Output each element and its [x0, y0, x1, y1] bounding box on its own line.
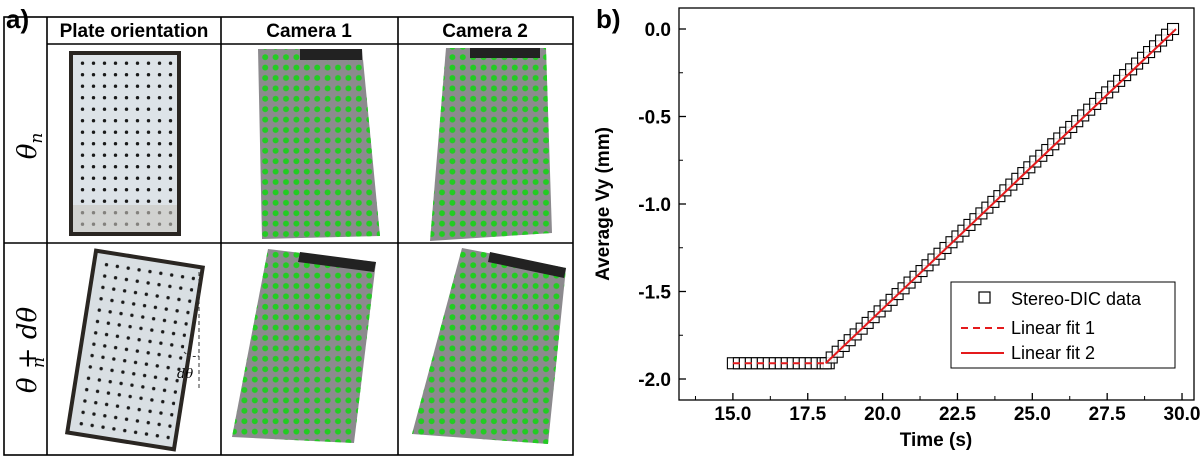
dtheta-annotation: dθ [177, 272, 200, 388]
y-axis-label: Average Vy (mm) [593, 127, 614, 281]
x-tick-label: 17.5 [789, 404, 826, 425]
y-tick-label: 0.0 [645, 20, 671, 41]
x-tick-label: 22.5 [939, 404, 976, 425]
row-label-theta-n: θn [13, 133, 47, 160]
y-tick-label: -2.0 [638, 370, 671, 391]
camera1-image-row2 [232, 249, 376, 443]
plate-photo-row2 [64, 248, 206, 452]
header-camera-1: Camera 1 [266, 21, 352, 42]
data-point [1166, 22, 1180, 36]
legend-marker-stereo-dic [978, 291, 991, 304]
x-tick-label: 20.0 [864, 404, 901, 425]
x-tick-label: 15.0 [714, 404, 751, 425]
fit-line-2 [825, 28, 1177, 364]
row-label-theta-n-plus-dtheta: θ + dθ n [13, 307, 49, 394]
y-tick-label: -0.5 [638, 108, 671, 129]
header-camera-2: Camera 2 [442, 21, 528, 42]
panel-a-label: a) [6, 4, 30, 34]
row-label-theta-dtheta-sub: n [29, 357, 49, 368]
row-label-theta-sub: n [27, 133, 47, 144]
x-tick-label: 25.0 [1014, 404, 1051, 425]
row-label-theta-text: θ [13, 143, 43, 159]
dtheta-label: dθ [177, 367, 193, 382]
x-axis-ticks: 15.0 17.5 20.0 22.5 25.0 27.5 30.0 [694, 393, 1200, 425]
x-tick-label: 30.0 [1164, 404, 1200, 425]
legend-label-fit1: Linear fit 1 [1011, 318, 1095, 338]
camera1-image-row1 [258, 49, 380, 239]
legend-label-fit2: Linear fit 2 [1011, 343, 1095, 363]
camera2-image-row1 [430, 48, 552, 241]
fit-lines [732, 28, 1177, 365]
panel-b-label: b) [596, 4, 621, 34]
row-label-theta-dtheta-text: θ + dθ [13, 307, 43, 394]
header-plate-orientation: Plate orientation [60, 21, 209, 42]
plate-photo-row1 [69, 51, 181, 236]
x-axis-label: Time (s) [900, 430, 973, 451]
y-tick-label: -1.0 [638, 195, 671, 216]
svg-text:θn: θn [13, 133, 47, 160]
legend-label-stereo-dic: Stereo-DIC data [1011, 289, 1142, 309]
svg-text:θ + dθ: θ + dθ [13, 307, 43, 394]
panel-a-table [3, 16, 574, 456]
legend: Stereo-DIC data Linear fit 1 Linear fit … [950, 281, 1176, 369]
camera2-image-row2 [412, 248, 566, 444]
y-tick-label: -1.5 [638, 283, 671, 304]
x-tick-label: 27.5 [1089, 404, 1126, 425]
y-axis-ticks: 0.0 -0.5 -1.0 -1.5 -2.0 [638, 20, 686, 391]
panel-a-figure: Plate orientation Camera 1 Camera 2 θn θ… [3, 16, 574, 456]
